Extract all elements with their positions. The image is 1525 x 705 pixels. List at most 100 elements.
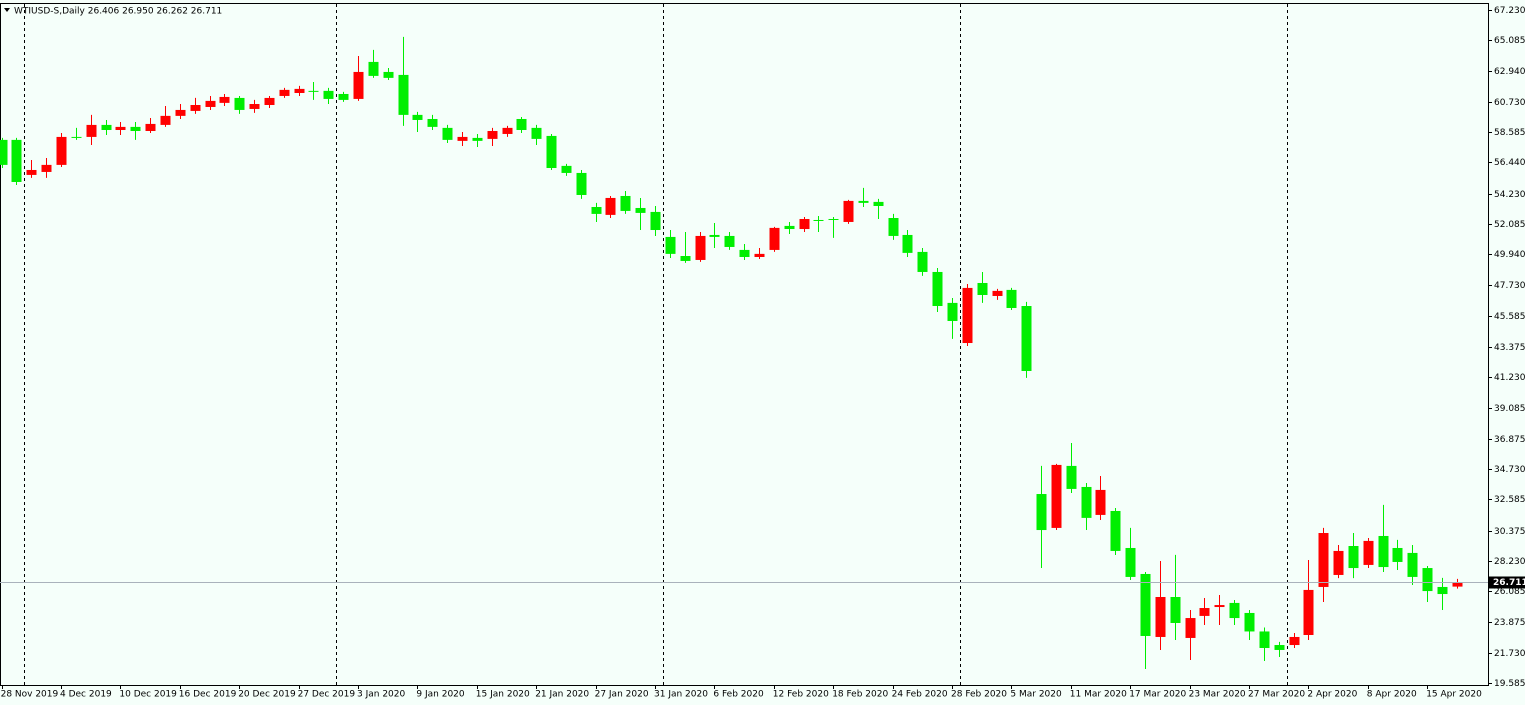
candle-body [1229,602,1240,619]
y-tick-label: 60.730 [1494,98,1525,108]
candle-body [294,88,305,93]
candle-body [516,118,527,131]
y-tick-label: 32.585 [1494,495,1525,505]
candle-body [962,287,973,344]
candle-body [1214,605,1225,608]
candle-body [26,169,37,175]
x-tick-label: 5 Mar 2020 [1010,690,1062,700]
x-tick-label: 10 Dec 2019 [119,690,177,700]
candle-body [917,251,928,272]
candle-body [323,90,334,99]
x-tick-label: 11 Mar 2020 [1070,690,1127,700]
candle-body [1348,546,1359,569]
candle-body [1392,547,1403,562]
candle-body [576,172,587,195]
candle-body [1066,465,1077,489]
x-tick-label: 12 Feb 2020 [773,690,829,700]
candle-body [1244,612,1255,632]
candle-body [1363,540,1374,565]
candle-body [813,219,824,221]
y-tick-label: 62.940 [1494,67,1525,77]
y-tick-label: 34.730 [1494,465,1525,475]
candle-body [1125,547,1136,577]
candle-body [1095,489,1106,515]
y-tick-label: 52.085 [1494,220,1525,230]
candle-body [1378,535,1389,568]
candle-body [561,165,572,173]
candle-body [442,127,453,140]
x-tick-label: 28 Feb 2020 [951,690,1007,700]
x-tick-label: 23 Mar 2020 [1189,690,1246,700]
candle-body [947,302,958,321]
candle-body [487,130,498,139]
candle-body [264,97,275,105]
candle-body [932,271,943,307]
candle-body [888,218,899,236]
chart-header: WTIUSD-S,Daily 26.406 26.950 26.262 26.7… [14,7,222,17]
candle-body [635,207,646,213]
candle-body [71,136,82,138]
current-price-tag [1489,576,1525,589]
candle-body [190,104,201,111]
candle-body [754,253,765,257]
x-tick-label: 17 Mar 2020 [1129,690,1186,700]
candle-body [531,127,542,139]
y-tick-label: 21.730 [1494,649,1525,659]
x-tick-label: 9 Jan 2020 [416,690,464,700]
candle-body [1274,645,1285,650]
x-tick-label: 27 Jan 2020 [595,690,649,700]
candle-body [145,123,156,131]
y-tick-label: 28.230 [1494,557,1525,567]
candle-body [828,218,839,220]
candle-body [650,211,661,231]
y-tick-label: 65.085 [1494,36,1525,46]
candle-body [11,139,22,182]
x-tick-label: 4 Dec 2019 [60,690,112,700]
current-price-label: 26.711 [1493,578,1525,588]
candle-body [0,139,8,165]
y-tick-label: 39.085 [1494,404,1525,414]
y-tick-label: 36.875 [1494,435,1525,445]
candle-body [1140,573,1151,636]
candle-body [130,126,141,131]
candle-body [1452,582,1463,587]
candle-body [1155,596,1166,637]
plot-frame [0,3,1489,686]
candle-body [502,127,513,134]
x-tick-label: 16 Dec 2019 [179,690,237,700]
candle-body [902,234,913,253]
candle-body [591,206,602,214]
candle-body [709,234,720,237]
y-tick-label: 54.230 [1494,190,1525,200]
candle-body [412,114,423,120]
x-tick-label: 8 Apr 2020 [1367,690,1417,700]
candle-body [546,135,557,168]
candle-body [620,195,631,211]
y-tick-label: 19.585 [1494,679,1525,689]
candle-body [1199,608,1210,616]
y-tick-label: 49.940 [1494,250,1525,260]
x-tick-label: 27 Mar 2020 [1248,690,1305,700]
candle-body [205,100,216,107]
candle-body [873,201,884,206]
candle-body [1333,550,1344,575]
candle-body [1407,552,1418,577]
candle-body [977,282,988,295]
candle-body [680,256,691,261]
x-tick-label: 3 Jan 2020 [357,690,405,700]
candle-body [665,236,676,254]
candle-body [383,71,394,78]
candle-body [769,227,780,250]
candle-body [1318,533,1329,587]
x-tick-label: 31 Jan 2020 [654,690,708,700]
y-tick-label: 45.585 [1494,312,1525,322]
candle-body [219,96,230,103]
x-tick-label: 28 Nov 2019 [1,690,59,700]
candle-body [858,200,869,203]
candle-body [1170,596,1181,623]
candle-body [1185,618,1196,638]
menu-arrow[interactable] [4,8,10,12]
y-tick-label: 67.230 [1494,6,1525,16]
candle-body [799,218,810,230]
